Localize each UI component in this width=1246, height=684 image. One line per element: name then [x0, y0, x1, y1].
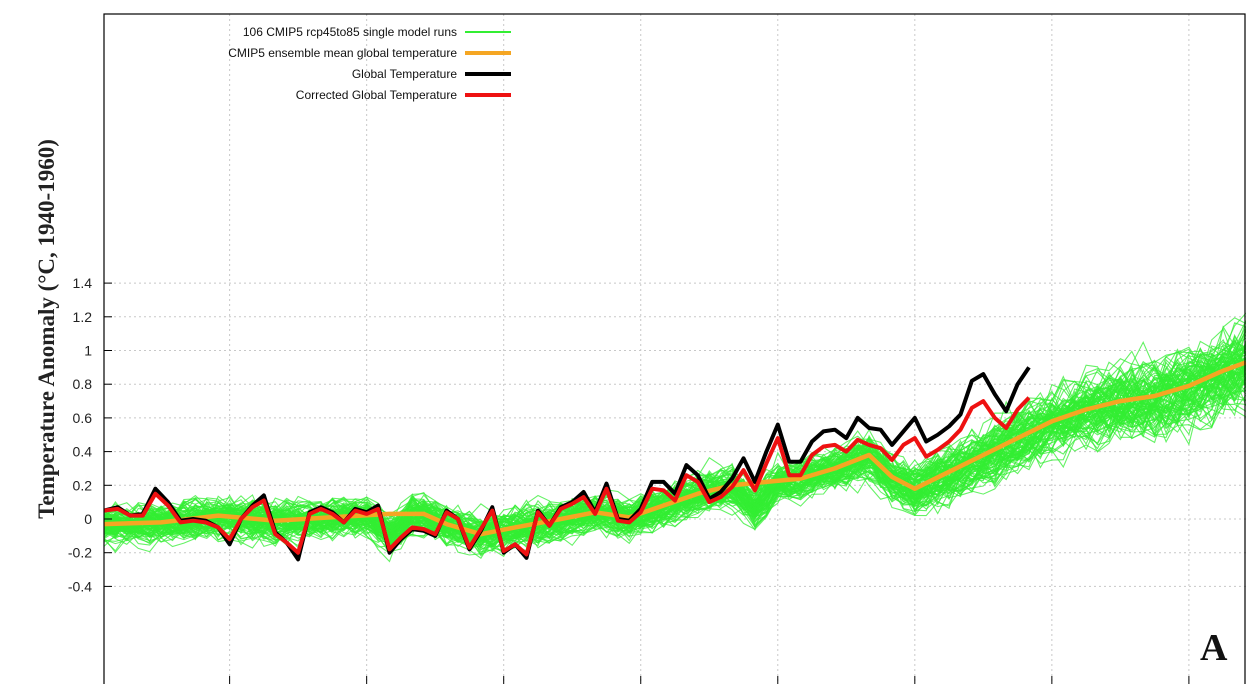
- y-tick-label: 0.8: [73, 376, 93, 392]
- ensemble-run-line: [103, 367, 1246, 547]
- y-tick-label: 0: [84, 511, 92, 527]
- panel-label: A: [1200, 627, 1228, 669]
- legend-label: CMIP5 ensemble mean global temperature: [228, 46, 457, 60]
- corrected-global-temperature-line: [103, 396, 1031, 557]
- y-tick-label: 0.4: [73, 444, 93, 460]
- y-tick-label: -0.2: [68, 545, 92, 561]
- legend-label: Corrected Global Temperature: [296, 88, 458, 102]
- y-tick-label: 1: [84, 343, 92, 359]
- gridlines: [104, 14, 1246, 684]
- y-tick-label: -0.4: [68, 578, 92, 594]
- observed-and-mean-series: [103, 360, 1246, 562]
- legend-label: Global Temperature: [352, 67, 457, 81]
- y-tick-label: 1.2: [73, 309, 93, 325]
- ensemble-run-line: [103, 361, 1246, 543]
- y-axis-ticks: -0.4 -0.2 0 0.2 0.4 0.6 0.8 1 1.2 1.4: [68, 275, 1190, 684]
- legend: 106 CMIP5 rcp45to85 single model runs CMI…: [228, 25, 511, 102]
- y-axis-label: Temperature Anomaly (°C, 1940-1960): [34, 139, 59, 519]
- y-tick-label: 0.2: [73, 477, 93, 493]
- ensemble-run-line: [103, 373, 1246, 549]
- y-tick-label: 1.4: [73, 275, 93, 291]
- plot-frame: [103, 13, 1246, 684]
- legend-label: 106 CMIP5 rcp45to85 single model runs: [243, 25, 457, 39]
- y-tick-label: 0.6: [73, 410, 93, 426]
